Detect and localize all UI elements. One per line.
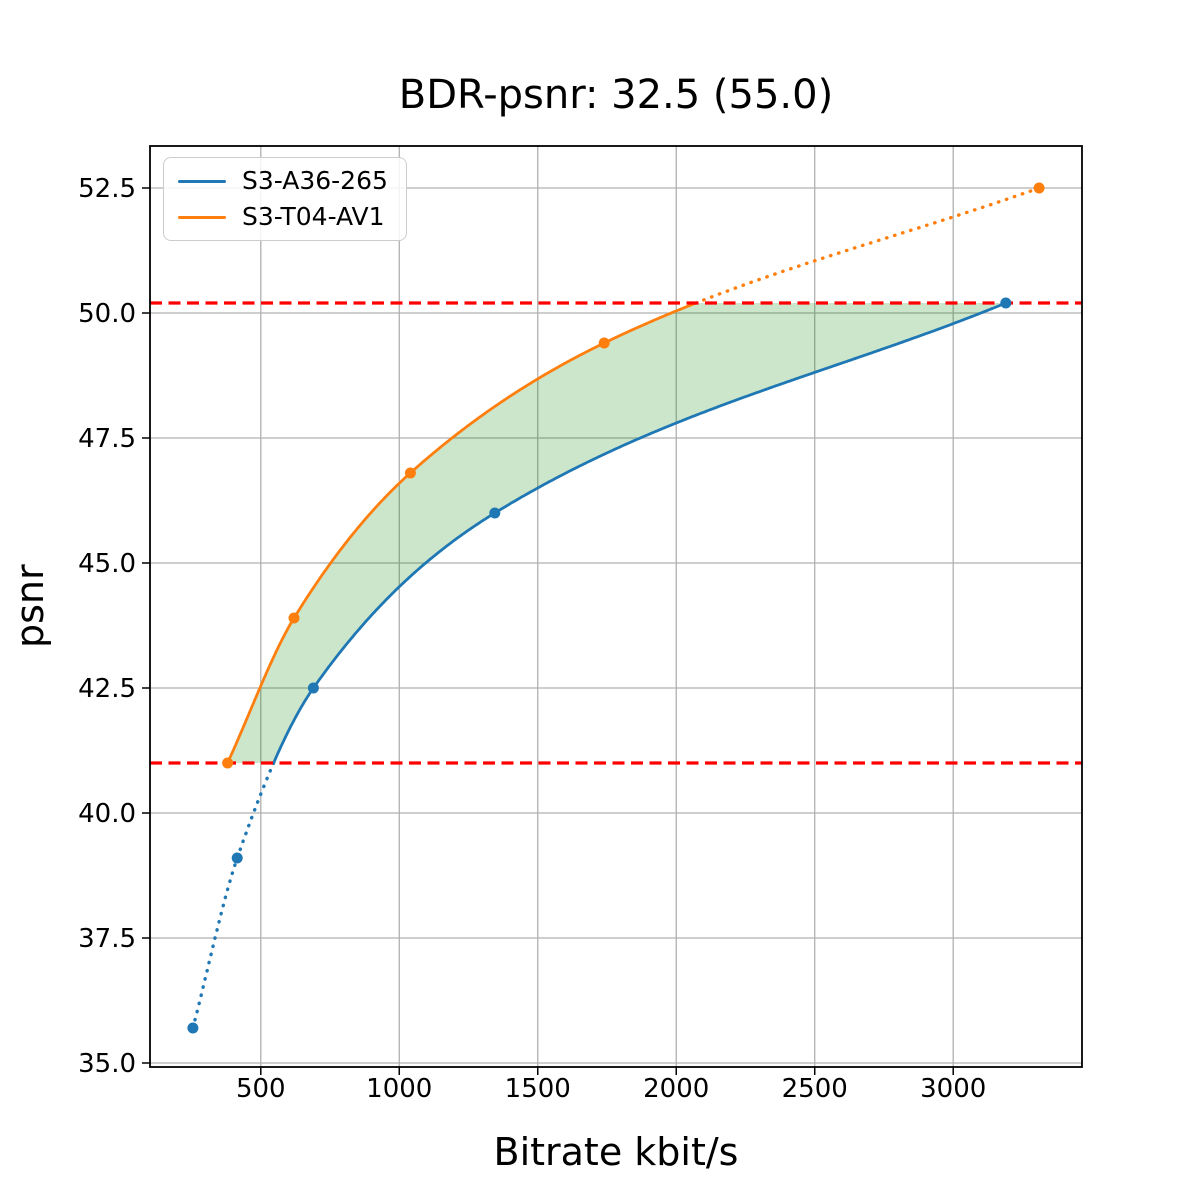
legend-line-sample-orange xyxy=(178,215,226,219)
chart-title: BDR-psnr: 32.5 (55.0) xyxy=(398,72,834,118)
legend-item-s3-t04-av1: S3-T04-AV1 xyxy=(178,202,388,232)
data-point-marker-s3-t04-av1 xyxy=(288,612,300,624)
x-tick-label: 2000 xyxy=(643,1074,709,1104)
data-point-marker-s3-t04-av1 xyxy=(1033,182,1045,194)
y-tick-label: 40.0 xyxy=(78,799,136,829)
threshold-lines xyxy=(150,301,1082,765)
y-axis-label: psnr xyxy=(8,564,52,648)
y-tick-label: 42.5 xyxy=(78,674,136,704)
x-tick-label: 2500 xyxy=(782,1074,848,1104)
axes: 500 1000 1500 2000 2500 3000 35.0 37.5 40.0 42.5 4… xyxy=(78,145,1083,1104)
legend-item-s3-a36-265: S3-A36-265 xyxy=(178,166,388,196)
y-tick-label: 52.5 xyxy=(78,174,136,204)
series-line-dotted-s3-a36-265 xyxy=(191,761,276,1030)
y-tick-label: 35.0 xyxy=(78,1049,136,1079)
data-point-markers xyxy=(187,182,1045,1034)
y-tick-label: 37.5 xyxy=(78,924,136,954)
y-tick-label: 50.0 xyxy=(78,299,136,329)
grid xyxy=(150,146,1082,1067)
data-point-marker-s3-t04-av1 xyxy=(222,757,234,769)
data-point-marker-s3-t04-av1 xyxy=(404,467,416,479)
data-point-marker-s3-a36-265 xyxy=(231,852,243,864)
y-tick-label: 45.0 xyxy=(78,549,136,579)
x-tick-label: 3000 xyxy=(920,1074,986,1104)
data-point-marker-s3-a36-265 xyxy=(187,1022,199,1034)
x-tick-label: 1000 xyxy=(366,1074,432,1104)
x-axis-label: Bitrate kbit/s xyxy=(493,1130,739,1174)
legend: S3-A36-265 S3-T04-AV1 xyxy=(163,157,407,241)
series-line-solid-s3-t04-av1 xyxy=(226,301,698,765)
bd-gain-shaded-area-group xyxy=(227,303,1006,763)
series-line-dotted-s3-t04-av1 xyxy=(694,186,1041,305)
legend-label: S3-A36-265 xyxy=(242,166,388,195)
legend-label: S3-T04-AV1 xyxy=(242,202,385,231)
data-point-marker-s3-a36-265 xyxy=(307,682,319,694)
x-tick-label: 500 xyxy=(236,1074,286,1104)
data-point-marker-s3-t04-av1 xyxy=(598,337,610,349)
x-tick-label: 1500 xyxy=(505,1074,571,1104)
series-lines xyxy=(191,186,1041,1030)
y-tick-label: 47.5 xyxy=(78,424,136,454)
legend-line-sample-blue xyxy=(178,179,226,183)
data-point-marker-s3-a36-265 xyxy=(1000,297,1012,309)
bd-gain-shaded-area xyxy=(227,303,1006,763)
data-point-marker-s3-a36-265 xyxy=(489,507,501,519)
series-line-solid-s3-a36-265 xyxy=(272,301,1008,765)
plot-border xyxy=(149,145,1083,1068)
